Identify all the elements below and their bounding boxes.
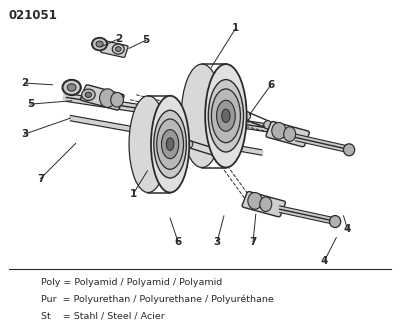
Ellipse shape	[129, 96, 167, 193]
Text: 6: 6	[267, 80, 274, 90]
Text: 1: 1	[232, 23, 240, 33]
Ellipse shape	[67, 84, 76, 91]
Ellipse shape	[243, 112, 251, 120]
Ellipse shape	[222, 109, 230, 123]
Ellipse shape	[212, 149, 220, 156]
Text: 5: 5	[27, 99, 34, 109]
Ellipse shape	[157, 119, 184, 169]
Text: 3: 3	[21, 129, 28, 139]
Ellipse shape	[116, 47, 121, 51]
Ellipse shape	[330, 215, 341, 227]
Ellipse shape	[166, 138, 174, 150]
Ellipse shape	[284, 127, 296, 141]
Ellipse shape	[216, 100, 235, 131]
Text: 1: 1	[130, 189, 137, 199]
FancyBboxPatch shape	[266, 122, 310, 147]
Ellipse shape	[205, 64, 247, 168]
Text: 2: 2	[21, 78, 28, 88]
Ellipse shape	[63, 80, 80, 95]
Text: Poly = Polyamid / Polyamid / Polyamid: Poly = Polyamid / Polyamid / Polyamid	[40, 278, 222, 287]
Ellipse shape	[111, 92, 124, 107]
Text: 5: 5	[142, 35, 150, 45]
Ellipse shape	[151, 96, 189, 193]
FancyBboxPatch shape	[242, 192, 286, 217]
Ellipse shape	[82, 89, 95, 100]
FancyBboxPatch shape	[81, 85, 124, 110]
Text: 7: 7	[249, 237, 257, 247]
Ellipse shape	[154, 110, 186, 178]
Ellipse shape	[248, 193, 262, 209]
FancyBboxPatch shape	[100, 41, 128, 57]
Text: Pur  = Polyurethan / Polyurethane / Polyuréthane: Pur = Polyurethan / Polyurethane / Polyu…	[40, 294, 273, 304]
Ellipse shape	[186, 140, 193, 148]
Text: 7: 7	[37, 174, 44, 184]
Ellipse shape	[212, 89, 240, 143]
Ellipse shape	[181, 64, 223, 168]
Text: 4: 4	[321, 256, 328, 266]
Ellipse shape	[92, 38, 107, 50]
Ellipse shape	[162, 130, 179, 159]
Text: 6: 6	[174, 237, 182, 247]
Text: St    = Stahl / Steel / Acier: St = Stahl / Steel / Acier	[40, 312, 164, 321]
Ellipse shape	[344, 144, 355, 156]
Ellipse shape	[264, 121, 272, 129]
Ellipse shape	[85, 92, 92, 97]
Text: 4: 4	[344, 224, 351, 234]
Text: 3: 3	[214, 237, 221, 247]
Text: 021051: 021051	[9, 9, 58, 22]
Ellipse shape	[100, 89, 116, 108]
Ellipse shape	[208, 80, 244, 152]
Ellipse shape	[96, 41, 103, 47]
Ellipse shape	[272, 123, 286, 139]
Text: 2: 2	[115, 34, 122, 44]
Ellipse shape	[260, 197, 272, 211]
Ellipse shape	[112, 44, 124, 54]
